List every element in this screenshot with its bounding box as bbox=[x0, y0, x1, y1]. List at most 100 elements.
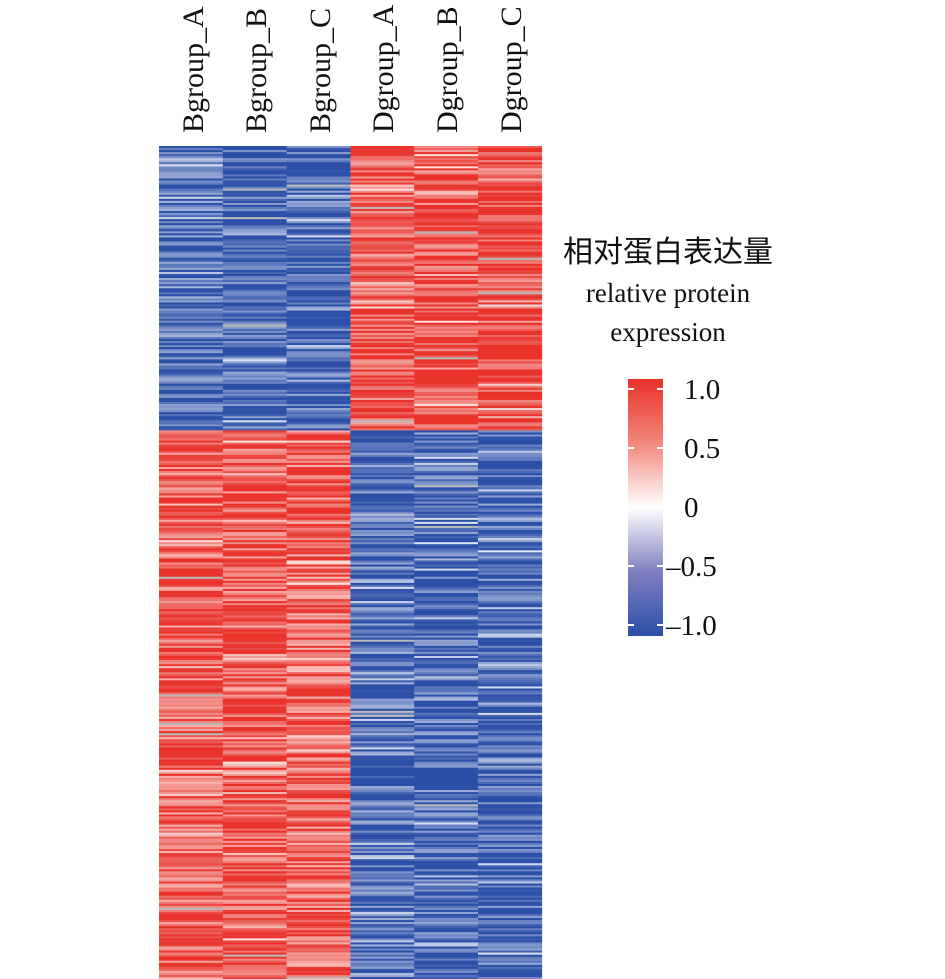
heatmap-cell bbox=[478, 180, 543, 183]
heatmap-cell bbox=[159, 783, 224, 787]
heatmap-cell bbox=[478, 221, 543, 224]
heatmap-cell bbox=[222, 257, 287, 261]
heatmap-cell bbox=[286, 154, 351, 157]
heatmap-cell bbox=[159, 505, 224, 508]
heatmap-cell bbox=[159, 267, 224, 271]
heatmap-cell bbox=[222, 913, 287, 917]
heatmap-cell bbox=[414, 231, 479, 234]
heatmap-cell bbox=[286, 822, 351, 825]
heatmap-cell bbox=[350, 542, 415, 545]
heatmap-cell bbox=[159, 412, 224, 415]
heatmap-cell bbox=[286, 249, 351, 252]
heatmap-cell bbox=[286, 944, 351, 947]
heatmap-cell bbox=[159, 781, 224, 785]
heatmap-cell bbox=[222, 430, 287, 433]
heatmap-cell bbox=[414, 162, 479, 165]
heatmap-cell bbox=[286, 875, 351, 878]
heatmap-cell bbox=[414, 629, 479, 632]
heatmap-cell bbox=[159, 377, 224, 380]
heatmap-cell bbox=[478, 623, 543, 626]
heatmap-cell bbox=[222, 156, 287, 159]
heatmap-cell bbox=[286, 188, 351, 192]
heatmap-cell bbox=[350, 509, 415, 513]
heatmap-cell bbox=[414, 519, 479, 523]
heatmap-cell bbox=[414, 653, 479, 657]
heatmap-cell bbox=[414, 857, 479, 860]
heatmap-cell bbox=[350, 617, 415, 620]
heatmap-cell bbox=[222, 202, 287, 206]
heatmap-cell bbox=[286, 590, 351, 594]
heatmap-cell bbox=[414, 229, 479, 232]
heatmap-cell bbox=[414, 404, 479, 407]
heatmap-cell bbox=[350, 454, 415, 458]
heatmap-cell bbox=[222, 588, 287, 592]
heatmap-cell bbox=[350, 446, 415, 450]
heatmap-cell bbox=[222, 814, 287, 817]
heatmap-cell bbox=[286, 877, 351, 880]
heatmap-cell bbox=[350, 452, 415, 456]
heatmap-cell bbox=[286, 800, 351, 803]
heatmap-cell bbox=[222, 651, 287, 655]
heatmap-cell bbox=[286, 267, 351, 271]
heatmap-cell bbox=[286, 544, 351, 547]
heatmap-cell bbox=[159, 649, 224, 653]
heatmap-cell bbox=[222, 186, 287, 190]
heatmap-cell bbox=[478, 657, 543, 661]
heatmap-cell bbox=[159, 580, 224, 584]
heatmap-cell bbox=[286, 556, 351, 559]
heatmap-cell bbox=[414, 515, 479, 519]
heatmap-cell bbox=[478, 326, 543, 330]
heatmap-cell bbox=[414, 341, 479, 344]
heatmap-cell bbox=[414, 442, 479, 446]
heatmap-cell bbox=[350, 322, 415, 326]
heatmap-cell bbox=[350, 552, 415, 555]
column-label-dgroup-a: Dgroup_A bbox=[367, 4, 400, 133]
heatmap-cell bbox=[350, 666, 415, 669]
heatmap-cell bbox=[414, 276, 479, 279]
heatmap-cell bbox=[350, 842, 415, 846]
heatmap-cell bbox=[478, 635, 543, 639]
heatmap-cell bbox=[478, 241, 543, 244]
heatmap-cell bbox=[414, 814, 479, 817]
heatmap-cell bbox=[159, 725, 224, 728]
heatmap-cell bbox=[222, 625, 287, 628]
heatmap-cell bbox=[350, 586, 415, 590]
heatmap-cell bbox=[350, 235, 415, 238]
heatmap-cell bbox=[414, 897, 479, 901]
heatmap-cell bbox=[286, 316, 351, 320]
heatmap-cell bbox=[478, 710, 543, 714]
heatmap-cell bbox=[159, 698, 224, 701]
heatmap-cell bbox=[414, 700, 479, 704]
heatmap-cell bbox=[478, 666, 543, 669]
heatmap-cell bbox=[414, 785, 479, 789]
heatmap-cell bbox=[350, 643, 415, 647]
heatmap-cell bbox=[159, 643, 224, 647]
heatmap-cell bbox=[222, 229, 287, 232]
heatmap-cell bbox=[414, 408, 479, 411]
heatmap-cell bbox=[350, 808, 415, 811]
heatmap-cell bbox=[350, 861, 415, 864]
heatmap-cell bbox=[159, 607, 224, 610]
heatmap-cell bbox=[159, 464, 224, 468]
heatmap-cell bbox=[350, 792, 415, 795]
heatmap-cell bbox=[350, 483, 415, 486]
heatmap-cell bbox=[478, 379, 543, 383]
heatmap-cell bbox=[222, 339, 287, 342]
heatmap-cell bbox=[222, 611, 287, 614]
heatmap-cell bbox=[478, 489, 543, 492]
heatmap-cell bbox=[286, 245, 351, 248]
heatmap-cell bbox=[286, 206, 351, 210]
heatmap-cell bbox=[414, 288, 479, 291]
heatmap-cell bbox=[414, 168, 479, 171]
heatmap-cell bbox=[159, 633, 224, 636]
heatmap-cell bbox=[350, 723, 415, 726]
heatmap-cell bbox=[159, 460, 224, 464]
heatmap-cell bbox=[350, 657, 415, 661]
heatmap-cell bbox=[478, 164, 543, 167]
heatmap-cell bbox=[222, 828, 287, 832]
heatmap-cell bbox=[222, 601, 287, 604]
heatmap-cell bbox=[222, 276, 287, 279]
heatmap-cell bbox=[159, 645, 224, 649]
heatmap-cell bbox=[222, 343, 287, 346]
heatmap-cell bbox=[222, 794, 287, 797]
